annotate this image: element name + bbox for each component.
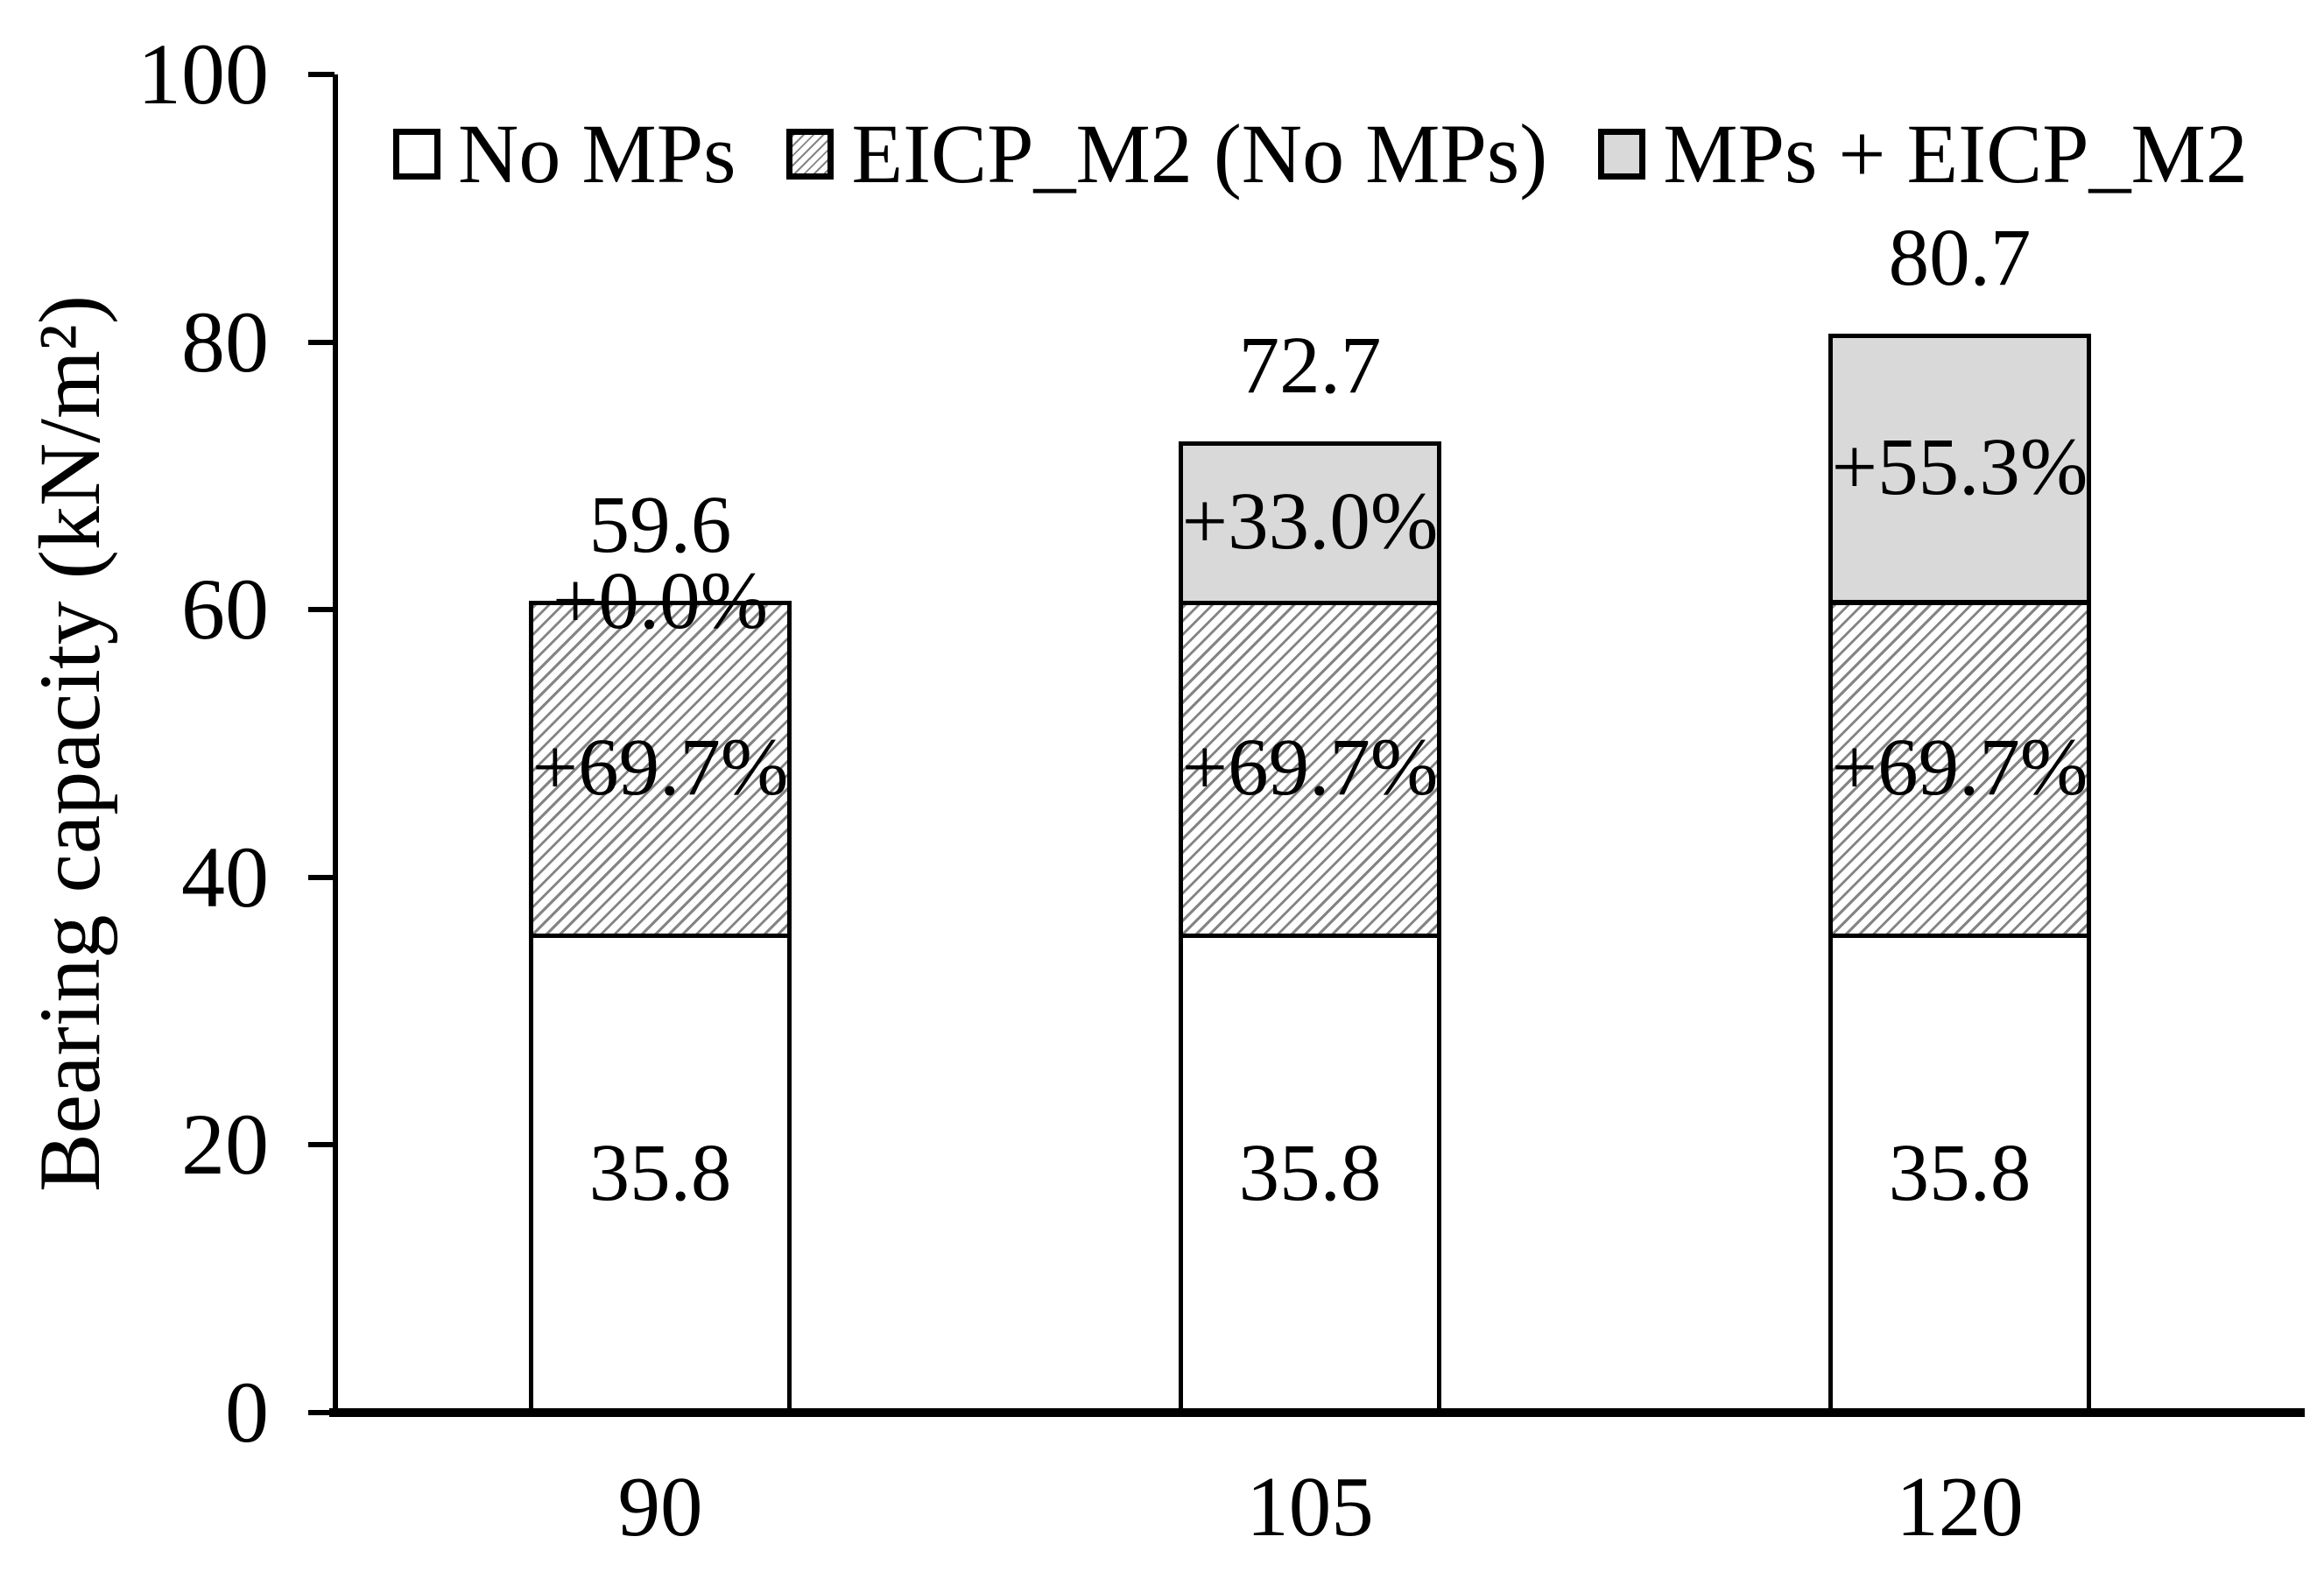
x-axis-line xyxy=(329,1408,2305,1417)
legend: No MPs EICP_M2 (No MPs) MPs + EICP_M2 xyxy=(393,112,2248,196)
bar-base-value-label: 35.8 xyxy=(1888,1128,2032,1219)
bar-total-label: 59.6 xyxy=(588,479,732,570)
bar-base-value-label: 35.8 xyxy=(1238,1128,1382,1219)
bar-total-label: 72.7 xyxy=(1238,320,1382,411)
y-tick-label: 100 xyxy=(137,25,269,123)
y-axis-title: Bearing capacity (kN/m²) xyxy=(21,294,118,1193)
legend-swatch-no-mps-icon xyxy=(393,129,440,180)
legend-swatch-eicp-m2-icon xyxy=(786,129,835,180)
y-tick-label: 40 xyxy=(181,828,269,926)
y-tick-label: 60 xyxy=(181,560,269,659)
bar-segment-eicp-m2 xyxy=(1179,600,1441,938)
y-tick-mark xyxy=(308,72,335,77)
y-tick-mark xyxy=(308,1410,335,1415)
x-category-label: 105 xyxy=(1246,1460,1374,1554)
bar-group: 72.7 +33.0% +69.7% 35.8 105 xyxy=(1179,0,1441,1586)
legend-label: EICP_M2 (No MPs) xyxy=(851,107,1548,201)
bar-segment-eicp-m2 xyxy=(1828,600,2091,938)
bar-base-value-label: 35.8 xyxy=(588,1128,732,1219)
y-tick-mark xyxy=(308,874,335,880)
bar-segment-no-mps xyxy=(1179,933,1441,1413)
bar-group: 80.7 +55.3% +69.7% 35.8 120 xyxy=(1828,0,2091,1586)
legend-item-no-mps: No MPs xyxy=(393,112,736,196)
bar-top-pct-label: +33.0% xyxy=(1181,476,1439,567)
y-tick-label: 0 xyxy=(225,1364,269,1461)
legend-swatch-mps-eicp-m2-icon xyxy=(1598,129,1646,180)
bar-top-pct-label: +0.0% xyxy=(552,555,769,646)
bar-segment-mps-eicp-m2 xyxy=(1828,334,2091,605)
bar-top-pct-label: +55.3% xyxy=(1831,422,2088,513)
bar-mid-pct-label: +69.7% xyxy=(1181,722,1439,813)
bar-segment-no-mps xyxy=(529,933,792,1413)
legend-label: No MPs xyxy=(458,107,736,201)
legend-item-mps-eicp-m2: MPs + EICP_M2 xyxy=(1598,112,2248,196)
x-category-label: 90 xyxy=(617,1460,703,1554)
bar-mid-pct-label: +69.7% xyxy=(1831,722,2088,813)
y-tick-mark xyxy=(308,1142,335,1148)
y-tick-label: 80 xyxy=(181,293,269,391)
bar-mid-pct-label: +69.7% xyxy=(532,722,789,813)
x-category-label: 120 xyxy=(1896,1460,2024,1554)
y-axis-line xyxy=(333,74,338,1417)
bar-group: 59.6 +0.0% +69.7% 35.8 90 xyxy=(529,0,792,1586)
bar-total-label: 80.7 xyxy=(1888,213,2032,304)
y-tick-mark xyxy=(308,607,335,613)
y-tick-mark xyxy=(308,339,335,345)
bar-segment-eicp-m2 xyxy=(529,600,792,938)
legend-label: MPs + EICP_M2 xyxy=(1663,107,2248,201)
legend-item-eicp-m2: EICP_M2 (No MPs) xyxy=(786,112,1547,196)
y-tick-label: 20 xyxy=(181,1096,269,1194)
bar-segment-mps-eicp-m2 xyxy=(1179,441,1441,605)
